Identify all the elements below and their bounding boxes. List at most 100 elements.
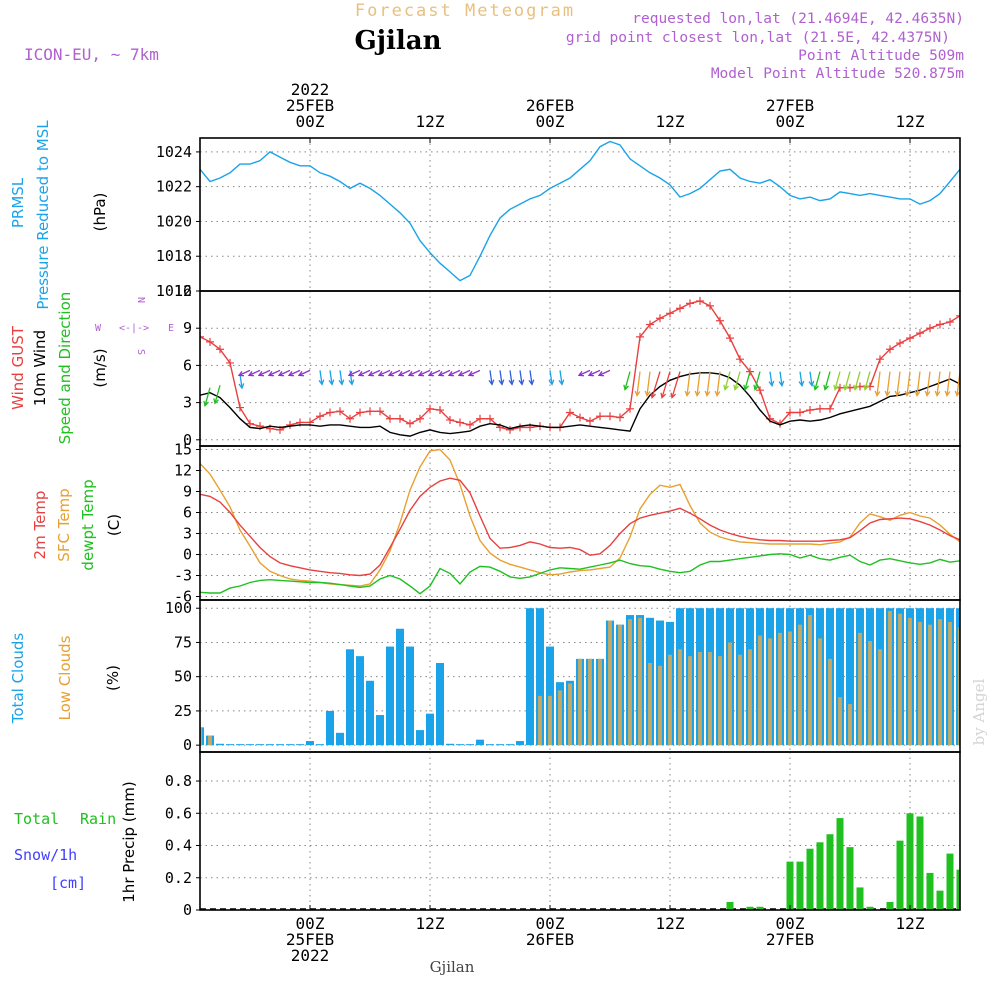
wind-arrow [598,369,611,376]
wind-arrow [646,371,651,396]
wind-arrow-head [704,390,711,397]
wind-arrow-head [508,379,515,386]
low-cloud-bar [608,620,612,746]
total-cloud-bar [436,662,444,746]
wind-arrow [358,369,371,376]
gust-point [486,414,494,423]
gust-point [416,414,424,423]
gust-point [906,334,914,343]
gust-point [456,418,464,427]
total-cloud-bar [526,608,534,746]
wind-arrow [651,371,661,398]
wind-arrow [408,369,421,376]
rain-bar [836,818,844,910]
total-cloud-bar [466,744,474,746]
gust-point [656,314,664,323]
total-cloud-bar [376,715,384,746]
wind-arrow-head [488,379,495,386]
rain-bar [786,861,794,910]
wind-arrow [724,371,731,390]
wind-arrow-head [437,370,445,377]
wind-arrow-head [447,370,455,377]
wind-arrow [744,371,751,390]
low-cloud-bar [638,617,642,746]
rain-bar [896,840,904,910]
total-cloud-bar [426,713,434,746]
gust-point [726,334,734,343]
low-cloud-bar [768,638,772,746]
wind-arrow [248,369,261,376]
low-cloud-bar [818,638,822,746]
wind-arrow-head [577,370,585,377]
low-cloud-bar [778,632,782,746]
wind-arrow [509,370,513,385]
label-dewpt-temp: dewpt Temp [79,479,97,570]
time-label-top: 2022 [291,80,330,99]
rain-bar [806,848,814,910]
temp-ytick-label: 12 [174,462,192,480]
total-cloud-bar [356,656,364,746]
wind-arrow [716,371,721,396]
time-label-top: 12Z [656,112,685,131]
pressure-line [200,140,960,282]
gust-point [816,404,824,413]
low-cloud-bar [898,613,902,746]
low-cloud-bar [848,704,852,746]
wind-arrow [854,371,861,390]
gridpoint-location: grid point closest lon,lat (21.5E, 42.43… [566,30,950,46]
gust-point [646,320,654,329]
gust-point [826,404,834,413]
low-cloud-bar [598,658,602,746]
wind-arrow-head [924,390,931,397]
gust-point [246,419,254,428]
total-cloud-bar [226,744,234,746]
time-label-top: 27FEB [766,96,814,115]
gust-point [406,419,414,428]
compass-south: S [135,349,146,355]
wind-arrow [214,385,221,404]
wind-ytick-label: 0 [183,431,192,449]
time-label-top: 12Z [416,112,445,131]
rain-bar [926,872,934,910]
wind-arrow [438,369,451,376]
wind-arrow [876,371,881,396]
total-cloud-bar [536,608,544,746]
total-cloud-bar [476,739,484,746]
total-cloud-bar [386,646,394,746]
total-cloud-bar [486,744,494,746]
wind-arrow-head [247,370,255,377]
wind-arrow [946,371,951,396]
wind-arrow [926,371,931,396]
wind-arrow-head [813,384,819,391]
wind-arrow-head [357,370,365,377]
rain-bar [756,906,764,910]
total-cloud-bar [366,680,374,746]
gust-point [696,296,704,305]
wind-arrow-head [634,390,641,397]
wind-arrow [348,369,361,376]
cloud-ytick-label: 100 [165,599,192,617]
wind-arrow-head [694,390,701,397]
gust-point [916,329,924,338]
wind-arrow-head [297,370,305,377]
wind-arrow-head [644,390,651,397]
rain-bar [916,816,924,910]
wind-arrow-head [863,384,869,391]
cloud-marks [200,608,960,746]
label-low-clouds: Low Clouds [56,635,74,720]
wind-arrow [339,370,343,385]
wind-arrow [814,371,821,390]
panel-precip: 0 0.2 0.4 0.6 0.8 [165,751,961,919]
low-cloud-bar [658,665,662,746]
wind-arrow [809,371,813,386]
gust-point [506,425,514,434]
total-cloud-bar [236,744,244,746]
label-total: Total [14,810,59,828]
gust-point [926,324,934,333]
header-group: Forecast Meteogram Gjilan ICON-EU, ~ 7km… [9,1,988,976]
label-10m-wind: 10m Wind [31,330,49,406]
low-cloud-bar [868,641,872,746]
wind-arrow-head [660,392,667,399]
wind-arrow [671,371,681,398]
wind-arrow [686,371,691,396]
